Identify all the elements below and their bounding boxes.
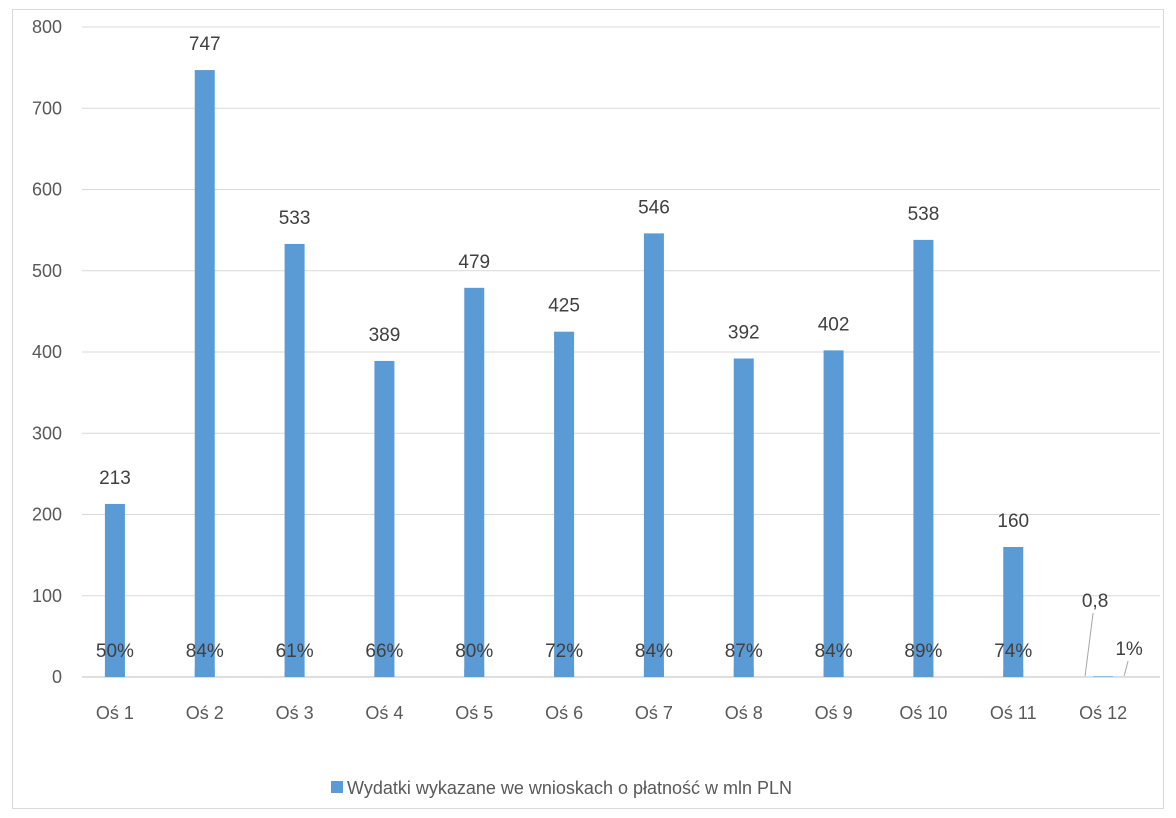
bar-wydatki: [1003, 547, 1024, 677]
bar-wydatki: [643, 233, 664, 677]
value-label: 533: [279, 208, 311, 229]
bar-percent: [104, 672, 125, 677]
percent-label: 61%: [276, 641, 314, 662]
value-label: 425: [548, 296, 580, 317]
x-tick-label: Oś 7: [635, 703, 673, 723]
percent-label: 50%: [96, 641, 134, 662]
y-tick-label: 400: [32, 342, 62, 362]
bar-wydatki: [913, 239, 934, 677]
x-tick-label: Oś 10: [899, 703, 947, 723]
bar-percent: [554, 669, 575, 677]
bar-percent: [823, 668, 844, 677]
bar-wydatki: [823, 350, 844, 677]
bar-percent: [374, 670, 395, 677]
y-tick-label: 600: [32, 180, 62, 200]
bar-wydatki: [733, 358, 754, 677]
value-label: 538: [908, 204, 940, 225]
bars: [104, 70, 1114, 677]
bar-percent: [464, 669, 485, 677]
x-tick-label: Oś 5: [455, 703, 493, 723]
x-tick-label: Oś 3: [276, 703, 314, 723]
value-label: 213: [99, 468, 131, 489]
value-label: 0,8: [1082, 591, 1108, 612]
percent-label: 66%: [365, 641, 403, 662]
y-tick-label: 100: [32, 586, 62, 606]
legend-label: Wydatki wykazane we wnioskach o płatność…: [347, 778, 792, 798]
percent-label: 72%: [545, 641, 583, 662]
bar-wydatki: [194, 70, 215, 677]
x-tick-label: Oś 1: [96, 703, 134, 723]
bar-percent: [1093, 676, 1114, 677]
percent-label: 80%: [455, 641, 493, 662]
x-tick-label: Oś 11: [990, 703, 1037, 723]
y-tick-label: 300: [32, 423, 62, 443]
x-tick-label: Oś 2: [186, 703, 224, 723]
y-tick-label: 500: [32, 261, 62, 281]
bar-percent: [913, 668, 934, 677]
x-axis-ticks: Oś 1 Oś 2 Oś 3 Oś 4 Oś 5 Oś 6 Oś 7 Oś 8 Oś 9 Oś 1…: [96, 703, 1127, 723]
percent-label: 84%: [186, 641, 224, 662]
percent-label: 74%: [994, 641, 1032, 662]
leader-line: [1123, 660, 1129, 677]
bar-wydatki: [284, 243, 305, 677]
bar-wydatki: [464, 287, 485, 677]
value-label: 479: [458, 252, 490, 273]
x-tick-label: Oś 8: [725, 703, 763, 723]
y-axis-ticks: 0 100 200 300 400 500 600 700 800: [32, 17, 62, 687]
value-label: 546: [638, 197, 670, 218]
value-label: 160: [997, 511, 1029, 532]
bar-percent: [194, 668, 215, 677]
legend: Wydatki wykazane we wnioskach o płatność…: [331, 778, 792, 798]
x-tick-label: Oś 12: [1079, 703, 1127, 723]
value-label: 389: [369, 325, 401, 346]
bar-percent: [284, 671, 305, 677]
bar-wydatki: [554, 331, 575, 677]
percent-label: 1%: [1115, 639, 1143, 660]
x-tick-label: Oś 6: [545, 703, 583, 723]
y-tick-label: 0: [52, 667, 62, 687]
bar-percent: [1003, 669, 1024, 677]
percent-label: 89%: [904, 641, 942, 662]
bar-wydatki: [374, 360, 395, 677]
percent-label: 87%: [725, 641, 763, 662]
value-label: 747: [189, 34, 221, 55]
legend-swatch: [331, 781, 343, 793]
data-labels: 213 50% 747 84% 533 61% 389 66% 479 80% 425 72% 546 8…: [96, 34, 1143, 677]
percent-label: 84%: [815, 641, 853, 662]
value-label: 392: [728, 323, 760, 344]
x-tick-label: Oś 9: [815, 703, 853, 723]
bar-percent: [643, 668, 664, 677]
bar-percent: [733, 668, 754, 677]
x-tick-label: Oś 4: [365, 703, 403, 723]
percent-label: 84%: [635, 641, 673, 662]
y-tick-label: 700: [32, 98, 62, 118]
y-tick-label: 200: [32, 505, 62, 525]
gridlines: [82, 26, 1160, 678]
y-tick-label: 800: [32, 17, 62, 37]
value-label: 402: [818, 314, 850, 335]
bar-wydatki: [104, 503, 125, 677]
leader-line: [1084, 612, 1094, 677]
